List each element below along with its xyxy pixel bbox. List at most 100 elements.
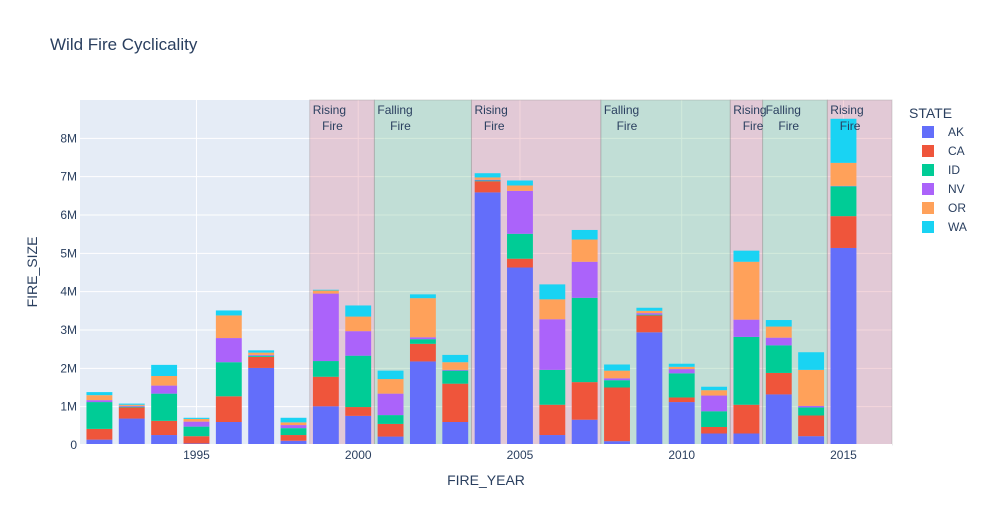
bar-id-2009[interactable] [636,314,663,316]
bar-wa-1994[interactable] [151,364,178,376]
bar-ak-2011[interactable] [701,433,728,446]
bar-nv-2008[interactable] [604,378,630,381]
bar-ca-2014[interactable] [798,415,825,437]
bar-nv-2012[interactable] [733,319,760,337]
bar-ak-2009[interactable] [636,332,663,445]
bar-ca-2004[interactable] [474,181,501,193]
bar-nv-2010[interactable] [668,369,695,374]
bar-or-2006[interactable] [539,299,566,320]
bar-or-2005[interactable] [507,185,533,191]
bar-id-1995[interactable] [183,426,210,437]
bar-or-1993[interactable] [118,404,145,406]
bar-wa-1996[interactable] [215,310,242,316]
bar-nv-1997[interactable] [248,354,275,356]
bar-or-1995[interactable] [183,418,210,422]
bar-wa-2000[interactable] [345,305,372,317]
bar-ca-2010[interactable] [668,397,695,403]
legend-item-id[interactable]: ID [922,163,960,177]
bar-ak-2004[interactable] [474,192,501,445]
bar-or-2014[interactable] [798,369,825,406]
bar-id-2004[interactable] [474,180,501,182]
bar-ca-1997[interactable] [248,356,275,368]
bar-id-2013[interactable] [765,345,792,373]
legend-item-wa[interactable]: WA [922,220,967,234]
bar-id-2015[interactable] [830,186,857,217]
bar-or-2013[interactable] [765,326,792,338]
bar-wa-2004[interactable] [474,173,501,178]
bar-nv-2006[interactable] [539,319,566,370]
bar-id-2012[interactable] [733,336,760,405]
bar-nv-2009[interactable] [636,313,663,315]
bar-id-2001[interactable] [377,415,404,424]
bar-nv-1996[interactable] [215,338,242,363]
bar-ak-2000[interactable] [345,415,372,445]
bar-wa-1997[interactable] [248,350,275,353]
bar-or-2008[interactable] [604,370,630,379]
bar-or-1996[interactable] [215,315,242,339]
bar-ak-2015[interactable] [830,247,857,445]
bar-wa-1998[interactable] [280,417,307,423]
bar-ca-1992[interactable] [86,428,113,440]
bar-ak-2008[interactable] [604,441,630,445]
bar-ak-1994[interactable] [151,435,178,445]
bar-nv-1994[interactable] [151,385,178,394]
bar-nv-2005[interactable] [507,190,533,234]
bar-ak-2014[interactable] [798,436,825,445]
bar-or-2010[interactable] [668,366,695,370]
bar-wa-1999[interactable] [312,289,339,291]
bar-ak-2012[interactable] [733,433,760,446]
bar-ca-2011[interactable] [701,426,728,434]
bar-wa-1995[interactable] [183,417,210,419]
bar-ca-1994[interactable] [151,420,178,436]
bar-ak-1993[interactable] [118,418,145,445]
bar-wa-2001[interactable] [377,370,404,380]
bar-ca-2001[interactable] [377,423,404,437]
bar-ak-2001[interactable] [377,436,404,445]
bar-ca-2015[interactable] [830,216,857,248]
bar-id-1994[interactable] [151,393,178,421]
bar-wa-2013[interactable] [765,320,792,327]
bar-or-2015[interactable] [830,162,857,186]
bar-wa-2006[interactable] [539,284,566,300]
bar-ak-2003[interactable] [442,422,469,445]
bar-wa-2002[interactable] [409,294,436,299]
bar-or-2009[interactable] [636,310,663,314]
bar-id-1999[interactable] [312,361,339,377]
bar-id-2006[interactable] [539,369,566,405]
bar-wa-2011[interactable] [701,386,728,391]
bar-nv-2014[interactable] [798,405,825,408]
bar-ca-2013[interactable] [765,372,792,395]
bar-id-2010[interactable] [668,373,695,398]
bar-id-1993[interactable] [118,406,145,408]
bar-nv-1993[interactable] [118,405,145,407]
bar-id-1996[interactable] [215,362,242,397]
bar-wa-1992[interactable] [86,392,113,396]
legend-item-ak[interactable]: AK [922,125,964,139]
bar-nv-2002[interactable] [409,337,436,340]
bar-ak-2005[interactable] [507,267,533,445]
bar-nv-2001[interactable] [377,393,404,416]
bar-ca-1996[interactable] [215,396,242,422]
bar-or-2002[interactable] [409,298,436,338]
bar-nv-2011[interactable] [701,395,728,412]
bar-wa-2008[interactable] [604,364,630,371]
bar-id-2007[interactable] [571,297,598,383]
bar-nv-2000[interactable] [345,331,372,356]
bar-wa-1993[interactable] [118,403,145,405]
bar-ca-2012[interactable] [733,404,760,434]
bar-nv-1995[interactable] [183,421,210,427]
bar-ak-2007[interactable] [571,419,598,445]
bar-or-2001[interactable] [377,379,404,394]
bar-ca-2000[interactable] [345,407,372,416]
bar-ak-1998[interactable] [280,440,307,445]
bar-or-2000[interactable] [345,316,372,332]
bar-ca-2009[interactable] [636,315,663,333]
bar-wa-2010[interactable] [668,363,695,367]
bar-ak-1996[interactable] [215,422,242,445]
bar-nv-2013[interactable] [765,337,792,346]
bar-id-1998[interactable] [280,428,307,436]
bar-ca-2007[interactable] [571,382,598,420]
legend-item-or[interactable]: OR [922,201,966,215]
bar-wa-2003[interactable] [442,354,469,363]
bar-ca-2005[interactable] [507,258,533,268]
